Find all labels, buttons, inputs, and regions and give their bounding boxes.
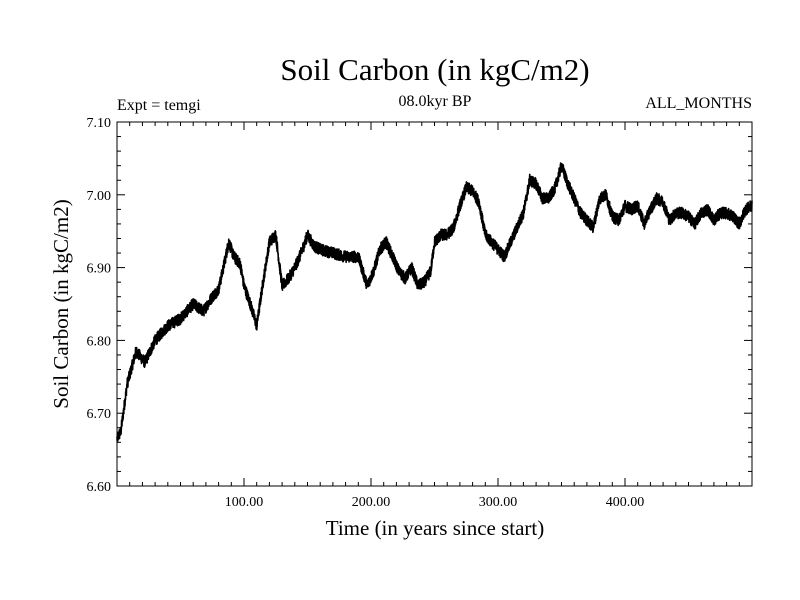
y-axis-ticks bbox=[117, 136, 752, 472]
plot-frame bbox=[116, 121, 753, 487]
y-tick-label: 6.80 bbox=[87, 334, 112, 349]
experiment-label: Expt = temgi bbox=[117, 97, 201, 114]
y-tick-label: 7.10 bbox=[87, 116, 112, 131]
x-axis-label: Time (in years since start) bbox=[326, 516, 545, 540]
y-tick-label: 6.60 bbox=[87, 480, 112, 495]
x-tick-label: 100.00 bbox=[225, 495, 264, 510]
soil-carbon-series-line bbox=[116, 162, 753, 442]
y-axis-label: Soil Carbon (in kgC/m2) bbox=[49, 199, 73, 408]
chart-title: Soil Carbon (in kgC/m2) bbox=[280, 52, 589, 87]
x-tick-label: 400.00 bbox=[606, 495, 645, 510]
series-layer bbox=[116, 162, 753, 442]
chart-subtitle: 08.0kyr BP bbox=[399, 93, 472, 110]
y-tick-label: 6.70 bbox=[87, 407, 112, 422]
y-tick-label: 6.90 bbox=[87, 262, 112, 277]
x-axis-ticks bbox=[129, 122, 740, 486]
x-tick-label: 200.00 bbox=[352, 495, 391, 510]
y-axis-tick-labels: 6.60 6.70 6.80 6.90 7.00 7.10 bbox=[87, 116, 112, 495]
y-tick-label: 7.00 bbox=[87, 189, 112, 204]
x-tick-label: 300.00 bbox=[479, 495, 518, 510]
x-axis-tick-labels: 100.00 200.00 300.00 400.00 bbox=[225, 495, 645, 510]
months-label: ALL_MONTHS bbox=[645, 95, 752, 112]
